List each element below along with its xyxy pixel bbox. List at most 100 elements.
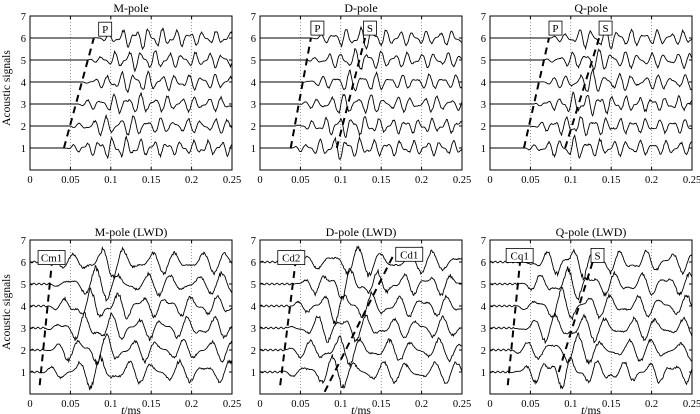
y-tick-label: 2 [251, 122, 256, 133]
y-tick-label: 6 [251, 258, 256, 269]
waveform-trace [259, 354, 463, 389]
panel-title: D-pole [344, 1, 377, 15]
annotation-box [363, 20, 377, 36]
arrival-line-s [564, 37, 601, 149]
annotation-label: P [314, 23, 320, 35]
x-tick-label: 0.2 [185, 399, 198, 410]
waveform-trace [259, 267, 463, 301]
panel-title: D-pole (LWD) [326, 225, 397, 239]
annotation-label: S [367, 23, 373, 35]
x-tick-label: 0.25 [683, 175, 700, 186]
annotation-label: Cq1 [510, 250, 528, 262]
x-tick-label: 0.25 [453, 399, 471, 410]
plot-frame [29, 15, 233, 171]
x-tick-label: 0.25 [453, 175, 471, 186]
x-tick-label: 0 [487, 175, 492, 186]
waveform-trace [29, 354, 233, 391]
x-tick-label: 0.1 [564, 399, 577, 410]
panel-title: Q-pole [574, 1, 607, 15]
y-tick-label: 3 [251, 324, 256, 335]
panel-2: P S 0 0.05 0.1 0.15 0.2 0.25 1 2 3 4 5 6 7 D-pole [251, 1, 471, 186]
x-tick-label: 0.15 [602, 399, 620, 410]
panel-title: M-pole [113, 1, 148, 15]
waveform-trace [260, 135, 463, 160]
waveform-trace [260, 48, 463, 71]
waveform-trace [260, 115, 463, 139]
plot-frame [259, 239, 463, 395]
waveform-trace [260, 69, 463, 92]
annotation-label: P [552, 23, 558, 35]
waveform-trace [260, 25, 463, 51]
x-tick-label: 0 [27, 399, 32, 410]
arrival-line-cq1 [506, 255, 522, 386]
y-tick-label: 1 [481, 368, 486, 379]
y-axis-label-top: Acoustic signals [1, 50, 13, 126]
x-tick-label: 0.1 [334, 175, 347, 186]
waveform-trace [30, 92, 233, 115]
panel-5: Cd2 Cd1 0 0.05 0.1 0.15 0.2 0.25 1 2 3 4 5 6 7 D-pole (… [251, 225, 471, 414]
x-axis-label: t/ms [121, 405, 141, 414]
x-tick-label: 0.15 [142, 399, 160, 410]
y-tick-label: 5 [21, 280, 26, 291]
x-tick-label: 0.05 [291, 175, 309, 186]
y-tick-label: 3 [481, 324, 486, 335]
y-tick-label: 6 [21, 34, 26, 45]
arrival-line-cm1 [38, 255, 54, 386]
waveform-trace [30, 70, 233, 94]
x-tick-label: 0.15 [142, 175, 160, 186]
annotation-box [37, 250, 66, 266]
waveform-trace [490, 91, 693, 117]
x-axis-label-unit: /ms [124, 405, 141, 414]
x-tick-label: 0.25 [223, 399, 241, 410]
annotation-box [395, 246, 424, 262]
x-axis-label-var: t [121, 405, 125, 414]
y-tick-label: 7 [481, 12, 486, 23]
waveform-trace [30, 135, 233, 160]
waveform-trace [489, 332, 693, 365]
y-tick-label: 4 [251, 78, 257, 89]
waveform-trace [30, 113, 233, 137]
y-tick-label: 5 [481, 56, 486, 67]
y-tick-label: 4 [481, 78, 487, 89]
x-tick-label: 0 [487, 399, 492, 410]
y-tick-label: 4 [481, 302, 487, 313]
y-tick-label: 6 [481, 258, 486, 269]
waveform-trace [259, 314, 463, 343]
waveform-trace [30, 311, 233, 342]
y-tick-label: 1 [251, 368, 256, 379]
y-tick-label: 7 [251, 12, 256, 23]
plot-frame [259, 15, 463, 171]
arrival-line-p [62, 37, 95, 149]
panel-6: Cq1 S 0 0.05 0.1 0.15 0.2 0.25 1 2 3 4 5 6 7 Q-pole (LW… [481, 225, 700, 414]
y-tick-label: 7 [481, 236, 486, 247]
x-tick-label: 0.1 [334, 399, 347, 410]
waveform-trace [29, 287, 233, 320]
waveform-trace [260, 334, 463, 368]
x-axis-label: t/ms [351, 405, 371, 414]
arrival-line-s [335, 37, 367, 149]
waveform-trace [490, 115, 692, 137]
x-tick-label: 0.1 [104, 399, 117, 410]
waveform-trace [29, 264, 233, 302]
y-tick-label: 7 [21, 12, 26, 23]
y-tick-label: 2 [481, 346, 486, 357]
arrival-line-p [522, 37, 550, 149]
y-tick-label: 7 [21, 236, 26, 247]
waveform-trace [490, 68, 693, 93]
x-tick-label: 0.1 [564, 175, 577, 186]
panel-title: M-pole (LWD) [95, 225, 168, 239]
y-tick-label: 1 [251, 144, 256, 155]
annotation-box [590, 247, 605, 263]
annotation-box [598, 20, 613, 36]
y-tick-label: 3 [21, 324, 26, 335]
x-tick-label: 0.1 [104, 175, 117, 186]
waveform-trace [490, 25, 693, 51]
waveform-trace [30, 27, 233, 51]
x-tick-label: 0.25 [683, 399, 700, 410]
plot-frame [489, 15, 693, 171]
annotation-label: S [603, 23, 609, 35]
waveform-trace [490, 133, 693, 159]
y-axis-label-bottom: Acoustic signals [1, 274, 13, 350]
